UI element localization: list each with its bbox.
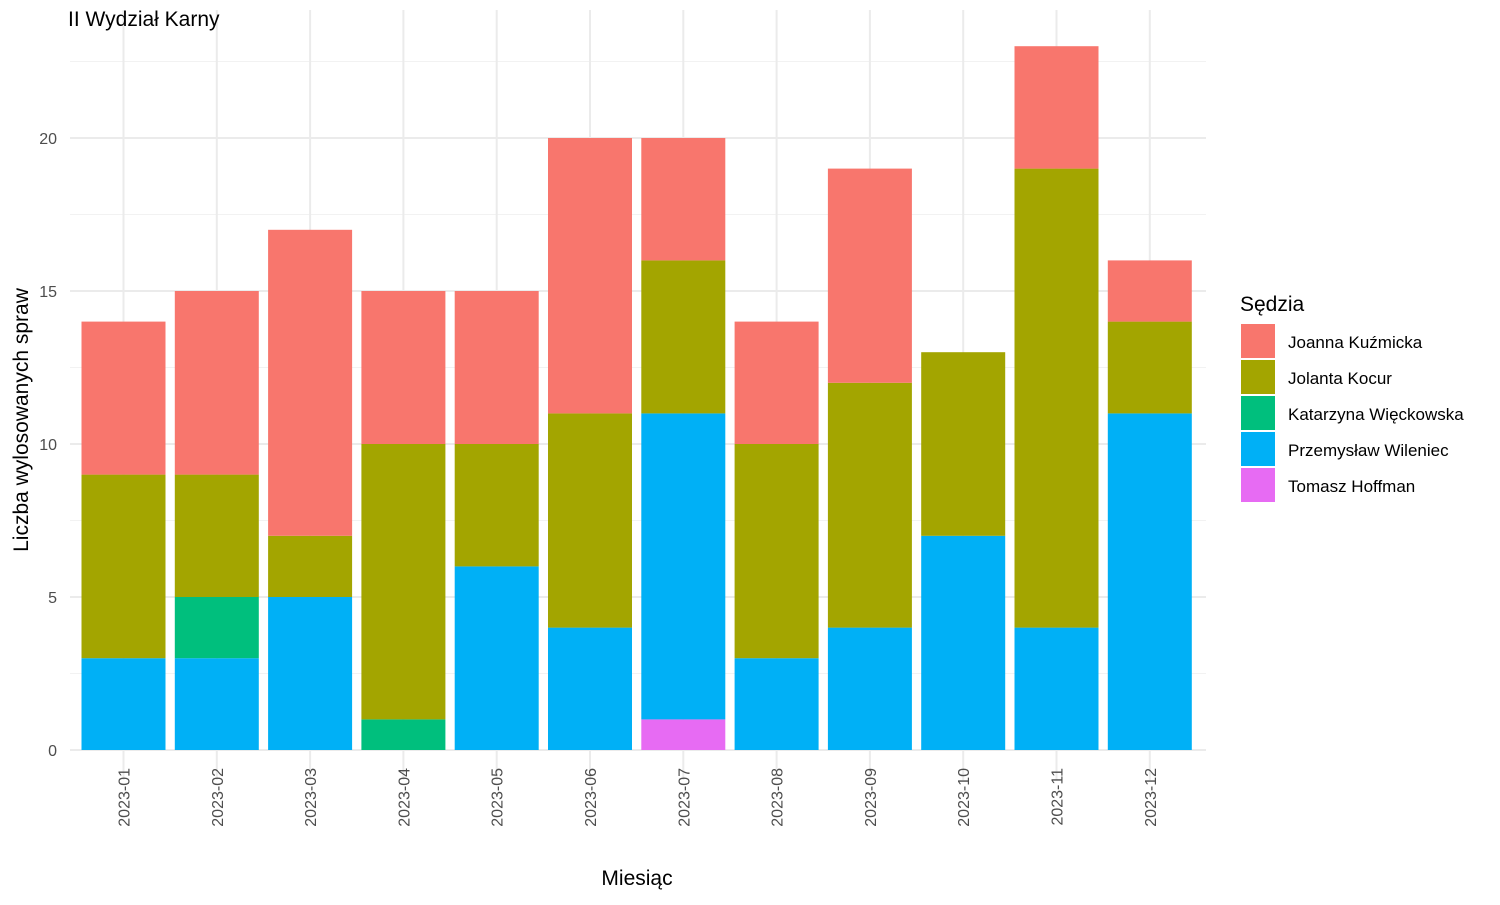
bar-segment xyxy=(454,566,539,750)
bar-segment xyxy=(1014,168,1099,628)
bar-segment xyxy=(734,321,819,444)
bar-segment xyxy=(174,597,259,659)
bar-segment xyxy=(1107,321,1192,414)
x-tick-label: 2023-05 xyxy=(490,768,507,827)
y-axis-ticks: 0 5 10 15 20 xyxy=(39,131,57,760)
bar-segment xyxy=(268,597,353,750)
x-tick-label: 2023-08 xyxy=(770,768,787,827)
bar-segment xyxy=(1107,260,1192,322)
y-tick-label: 20 xyxy=(39,131,57,148)
bar-segment xyxy=(641,260,726,414)
x-tick-label: 2023-07 xyxy=(676,768,693,827)
bar-segment xyxy=(361,291,446,444)
bar-segment xyxy=(174,474,259,597)
legend: Sędzia Joanna Kuźmicka Jolanta Kocur Katar… xyxy=(1240,293,1464,502)
bar-segment xyxy=(548,627,632,750)
legend-swatch xyxy=(1241,432,1275,466)
legend-label: Joanna Kuźmicka xyxy=(1288,333,1423,352)
x-tick-label: 2023-03 xyxy=(303,768,320,827)
y-tick-label: 10 xyxy=(39,437,57,454)
legend-label: Jolanta Kocur xyxy=(1288,369,1392,388)
y-axis-title: Liczba wylosowanych spraw xyxy=(10,287,33,552)
x-tick-label: 2023-06 xyxy=(583,768,600,827)
legend-swatch xyxy=(1241,360,1275,394)
x-axis-title: Miesiąc xyxy=(601,867,672,890)
bar-segment xyxy=(548,413,632,628)
x-tick-label: 2023-11 xyxy=(1050,768,1067,826)
bar-segment xyxy=(174,658,259,750)
bar-segment xyxy=(548,138,632,414)
bar-segment xyxy=(268,229,353,536)
legend-swatch xyxy=(1241,468,1275,502)
bar-segment xyxy=(734,658,819,750)
bar-segment xyxy=(81,658,166,750)
bars xyxy=(81,46,1192,750)
x-tick-label: 2023-02 xyxy=(210,768,227,827)
y-tick-label: 15 xyxy=(39,284,57,301)
x-tick-label: 2023-01 xyxy=(117,768,134,827)
chart-title: II Wydział Karny xyxy=(68,8,220,31)
bar-segment xyxy=(641,413,726,720)
bar-segment xyxy=(454,291,539,444)
x-tick-label: 2023-04 xyxy=(396,768,413,827)
bar-segment xyxy=(827,168,912,383)
x-tick-label: 2023-10 xyxy=(956,768,973,827)
legend-title: Sędzia xyxy=(1240,293,1305,316)
x-tick-label: 2023-12 xyxy=(1143,768,1160,827)
x-axis-ticks: 2023-01 2023-02 2023-03 2023-04 2023-05 2023-… xyxy=(117,768,1160,827)
bar-segment xyxy=(268,535,353,597)
legend-swatch xyxy=(1241,324,1275,358)
bar-segment xyxy=(641,719,726,750)
bar-segment xyxy=(921,352,1006,536)
bar-segment xyxy=(734,444,819,659)
bar-segment xyxy=(454,444,539,567)
legend-label: Tomasz Hoffman xyxy=(1288,477,1415,496)
bar-segment xyxy=(1107,413,1192,750)
bar-segment xyxy=(641,138,726,261)
bar-segment xyxy=(921,535,1006,750)
bar-segment xyxy=(361,719,446,750)
y-tick-label: 5 xyxy=(48,590,57,607)
bar-segment xyxy=(81,474,166,659)
bar-segment xyxy=(361,444,446,720)
bar-segment xyxy=(1014,46,1099,169)
bar-segment xyxy=(81,321,166,475)
bar-segment xyxy=(827,627,912,750)
bar-segment xyxy=(827,382,912,628)
legend-label: Katarzyna Więckowska xyxy=(1288,405,1464,424)
bar-segment xyxy=(1014,627,1099,750)
legend-swatch xyxy=(1241,396,1275,430)
y-tick-label: 0 xyxy=(48,743,57,760)
legend-label: Przemysław Wileniec xyxy=(1288,441,1449,460)
x-tick-label: 2023-09 xyxy=(863,768,880,827)
bar-segment xyxy=(174,291,259,475)
